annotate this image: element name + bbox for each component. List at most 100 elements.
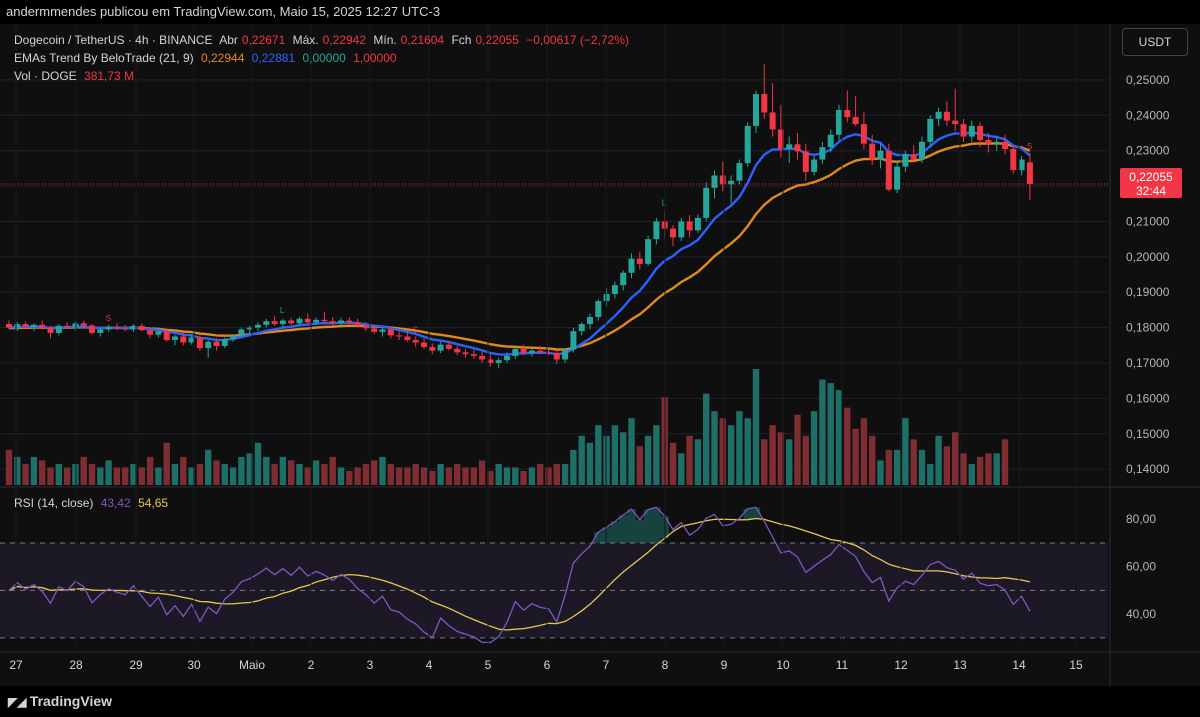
volume-bar — [844, 407, 851, 485]
chart-area[interactable]: 0,250000,240000,230000,220000,210000,200… — [0, 24, 1200, 686]
candle-body — [147, 330, 154, 335]
volume-bar — [72, 463, 79, 485]
legend-rsi-name[interactable]: RSI (14, close) — [14, 496, 94, 510]
candle-body — [329, 321, 336, 324]
volume-bar — [885, 449, 892, 485]
candle-body — [1026, 162, 1033, 184]
volume-bar — [47, 467, 54, 485]
legend-ema-name[interactable]: EMAs Trend By BeloTrade (21, 9) — [14, 51, 194, 65]
candle-body — [636, 258, 643, 264]
volume-bar — [636, 446, 643, 485]
footer-bar: ◤◢ TradingView — [0, 686, 1200, 717]
candle-body — [553, 353, 560, 360]
candle-body — [869, 143, 876, 160]
volume-bar — [487, 470, 494, 485]
volume-bar — [694, 439, 702, 485]
volume-bar — [22, 463, 29, 485]
volume-bar — [163, 442, 170, 485]
candle-body — [694, 217, 701, 231]
candle-body — [528, 350, 535, 354]
legend-close-label: Fch — [451, 33, 472, 47]
price-tick-label: 0,25000 — [1126, 73, 1170, 87]
signal-label: S — [1027, 142, 1032, 151]
candle-body — [371, 328, 378, 332]
volume-bar — [952, 432, 959, 485]
volume-bar — [727, 425, 735, 485]
candle-body — [313, 319, 320, 323]
volume-bar — [205, 449, 212, 485]
candle-body — [163, 331, 170, 340]
rsi-tick-label: 40,00 — [1126, 607, 1156, 621]
candle-body — [620, 272, 627, 286]
candle-body — [205, 341, 212, 349]
volume-bar — [744, 418, 751, 485]
time-tick-label: 29 — [129, 658, 143, 672]
volume-bar — [802, 435, 809, 485]
rsi-overbought-fill — [652, 507, 661, 543]
candle-body — [470, 354, 477, 356]
candle-body — [1018, 159, 1025, 171]
candle-body — [678, 221, 685, 238]
candle-body — [786, 144, 793, 149]
volume-bar — [860, 418, 868, 485]
volume-bar — [786, 439, 793, 485]
candle-body — [379, 329, 386, 332]
volume-bar — [769, 425, 776, 485]
volume-bar — [528, 467, 536, 485]
legend-change: −0,00617 (−2,72%) — [526, 33, 629, 47]
legend-symbol[interactable]: Dogecoin / TetherUS · 4h · BINANCE — [14, 33, 213, 47]
volume-bar — [918, 449, 926, 485]
candle-body — [387, 329, 394, 336]
candle-body — [952, 120, 959, 125]
volume-bar — [503, 467, 511, 485]
currency-button[interactable]: USDT — [1122, 28, 1188, 56]
ema-fast-line — [8, 131, 1031, 356]
volume-bar — [985, 453, 992, 485]
volume-bar — [354, 467, 361, 485]
candle-body — [653, 221, 660, 240]
volume-bar — [246, 453, 253, 485]
volume-bar — [296, 463, 303, 485]
legend-vol-name[interactable]: Vol · DOGE — [14, 69, 77, 83]
signal-label: S — [413, 325, 418, 334]
candle-body — [520, 348, 527, 354]
legend-symbol-row: Dogecoin / TetherUS · 4h · BINANCE Abr 0,… — [14, 33, 633, 47]
volume-bar — [312, 460, 320, 485]
volume-bar — [63, 467, 71, 485]
candle-body — [728, 180, 735, 185]
volume-bar — [196, 463, 204, 485]
price-tick-label: 0,19000 — [1126, 285, 1170, 299]
candle-body — [919, 141, 925, 160]
time-tick-label: 11 — [836, 658, 849, 672]
candle-body — [811, 159, 818, 172]
legend-low-label: Mín. — [373, 33, 397, 47]
time-tick-label: 28 — [69, 658, 83, 672]
candle-body — [794, 144, 801, 152]
candle-body — [645, 239, 652, 264]
signal-label: S — [106, 314, 111, 323]
tv-logo-icon: ◤◢ — [8, 695, 30, 709]
volume-bar — [263, 456, 270, 485]
candle-body — [445, 344, 452, 349]
candle-body — [188, 337, 195, 343]
candle-body — [138, 325, 145, 331]
candle-body — [993, 141, 1000, 144]
candle-body — [827, 134, 834, 148]
volume-bar — [628, 418, 635, 485]
candle-body — [321, 319, 328, 322]
volume-bar — [968, 463, 975, 485]
candle-body — [122, 328, 129, 330]
volume-bar — [927, 463, 934, 485]
candle-body — [479, 355, 486, 360]
candle-body — [910, 154, 917, 160]
rsi-overbought-fill — [635, 519, 644, 543]
price-tick-label: 0,21000 — [1126, 214, 1170, 228]
tv-brand-text: TradingView — [29, 693, 113, 709]
volume-bar — [761, 439, 768, 485]
rsi-tick-label: 80,00 — [1126, 512, 1156, 526]
volume-bar — [570, 449, 577, 485]
volume-bar — [395, 467, 403, 485]
tradingview-logo[interactable]: ◤◢ TradingView — [8, 693, 112, 709]
volume-bar — [130, 463, 137, 485]
volume-bar — [362, 463, 370, 485]
